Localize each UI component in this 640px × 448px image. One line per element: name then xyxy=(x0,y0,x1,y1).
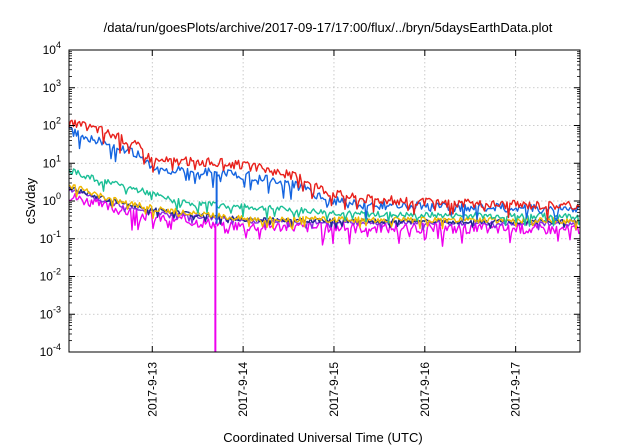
y-tick-label: 10-2 xyxy=(40,267,61,284)
y-tick-label: 101 xyxy=(43,153,61,170)
y-tick-label: 104 xyxy=(43,40,61,57)
x-tick-labels: 2017-9-13 2017-9-14 2017-9-15 2017-9-16 2017… xyxy=(145,362,522,417)
series-line xyxy=(68,168,580,227)
y-tick-label: 100 xyxy=(43,191,61,208)
x-tick-label: 2017-9-14 xyxy=(236,362,250,417)
y-axis-label: cSv/day xyxy=(23,177,38,224)
x-tick-label: 2017-9-15 xyxy=(327,362,341,417)
y-tick-label: 103 xyxy=(43,78,61,95)
series-layer xyxy=(68,119,580,352)
y-tick-label: 102 xyxy=(43,116,61,133)
y-tick-labels: 10-4 10-3 10-2 10-1 100 101 102 103 104 xyxy=(40,40,61,359)
y-tick-label: 10-3 xyxy=(40,304,61,321)
series-line xyxy=(68,186,580,229)
grid xyxy=(69,50,580,352)
y-tick-label: 10-4 xyxy=(40,342,61,359)
x-axis-label: Coordinated Universal Time (UTC) xyxy=(223,430,422,445)
series-line xyxy=(68,126,580,222)
x-tick-label: 2017-9-17 xyxy=(509,362,523,417)
x-tick-label: 2017-9-13 xyxy=(145,362,159,417)
y-tick-label: 10-1 xyxy=(40,229,61,246)
chart-title: /data/run/goesPlots/archive/2017-09-17/1… xyxy=(104,20,553,35)
x-tick-label: 2017-9-16 xyxy=(418,362,432,417)
series-line xyxy=(68,119,580,222)
tick-marks xyxy=(69,49,580,353)
